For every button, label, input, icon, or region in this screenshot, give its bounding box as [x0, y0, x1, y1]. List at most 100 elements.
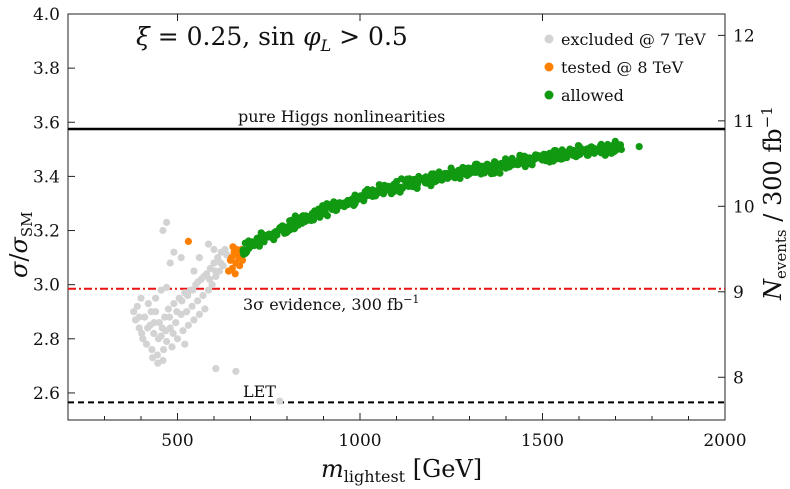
- point-allowed: [597, 140, 605, 148]
- point-excluded: [195, 254, 203, 262]
- y-tick-label: 3.8: [33, 59, 60, 79]
- point-allowed: [384, 186, 392, 194]
- y2-tick-label: 12: [733, 26, 755, 46]
- point-allowed: [317, 207, 325, 215]
- point-excluded: [210, 245, 218, 254]
- ref-label-let: LET: [243, 382, 276, 401]
- point-allowed: [635, 143, 643, 151]
- point-allowed: [487, 170, 495, 178]
- point-excluded: [173, 335, 182, 343]
- point-excluded: [168, 343, 176, 351]
- legend-marker-allowed: [544, 90, 554, 100]
- y-tick-label: 2.6: [33, 384, 60, 404]
- point-allowed: [546, 158, 554, 166]
- point-allowed: [586, 147, 594, 155]
- point-excluded: [130, 308, 138, 316]
- point-excluded: [194, 297, 202, 305]
- point-allowed: [247, 240, 255, 248]
- point-excluded: [172, 319, 180, 327]
- point-allowed: [302, 212, 310, 220]
- point-allowed: [483, 160, 491, 168]
- point-excluded: [163, 218, 171, 226]
- point-allowed: [450, 171, 458, 179]
- point-tested: [236, 262, 244, 270]
- y-tick-label: 4.0: [33, 5, 60, 25]
- point-allowed: [353, 194, 361, 202]
- point-excluded: [184, 321, 192, 329]
- y-tick-label: 2.8: [33, 330, 60, 350]
- point-excluded: [221, 245, 229, 254]
- point-excluded: [200, 272, 208, 281]
- point-allowed: [257, 229, 265, 237]
- point-excluded: [184, 291, 192, 300]
- point-allowed: [538, 156, 546, 164]
- ref-label-3sigma: 3σ evidence, 300 fb−1: [243, 293, 419, 314]
- point-excluded: [133, 302, 141, 310]
- point-excluded: [232, 367, 240, 375]
- point-tested: [184, 237, 192, 245]
- point-excluded: [188, 302, 196, 310]
- y2-tick-label: 8: [733, 368, 744, 388]
- axis-ticks: 500 1000 1500 2000 2.6 2.8 3.0 3.2 3.4 3.6 3.8 4.0 8…: [33, 5, 755, 451]
- legend-label-tested: tested @ 8 TeV: [561, 58, 684, 77]
- legend-marker-excluded: [544, 34, 554, 44]
- point-allowed: [430, 170, 438, 178]
- point-excluded: [189, 286, 197, 294]
- point-allowed: [254, 239, 262, 247]
- point-allowed: [363, 187, 371, 195]
- legend-marker-tested: [544, 62, 554, 72]
- point-excluded: [212, 272, 220, 281]
- point-excluded: [162, 327, 170, 335]
- point-allowed: [563, 151, 571, 160]
- point-excluded: [155, 319, 163, 327]
- point-allowed: [603, 141, 612, 149]
- point-excluded: [152, 294, 160, 302]
- point-excluded: [181, 340, 189, 348]
- point-excluded: [135, 313, 143, 321]
- point-allowed: [613, 140, 622, 148]
- point-allowed: [447, 164, 455, 172]
- point-excluded: [159, 226, 167, 235]
- point-excluded: [173, 308, 181, 316]
- point-allowed: [321, 202, 330, 210]
- point-excluded: [199, 291, 207, 300]
- point-allowed: [459, 163, 467, 172]
- x-tick-label: 500: [161, 431, 193, 451]
- point-excluded: [190, 267, 198, 275]
- point-excluded: [217, 259, 225, 267]
- point-excluded: [178, 297, 186, 305]
- point-excluded: [210, 259, 218, 267]
- point-excluded: [179, 327, 187, 335]
- point-allowed: [241, 239, 249, 247]
- x-axis-label: mlightest [GeV]: [321, 455, 482, 486]
- x-tick-label: 1000: [338, 431, 381, 451]
- point-excluded: [276, 397, 284, 405]
- y-axis-label: σ/σSM: [5, 211, 36, 278]
- point-excluded: [154, 359, 162, 367]
- chart-title: ξ = 0.25, sin φL > 0.5: [136, 22, 408, 55]
- point-excluded: [163, 337, 171, 346]
- point-allowed: [441, 169, 449, 178]
- point-excluded: [160, 346, 168, 354]
- point-tested: [238, 256, 247, 264]
- point-excluded: [141, 313, 149, 321]
- point-allowed: [374, 188, 382, 196]
- point-excluded: [194, 278, 202, 286]
- y-tick-label: 3.2: [33, 222, 60, 242]
- point-excluded: [147, 308, 155, 316]
- legend: excluded @ 7 TeV tested @ 8 TeV allowed: [544, 30, 706, 105]
- legend-label-excluded: excluded @ 7 TeV: [561, 30, 706, 49]
- point-excluded: [149, 354, 157, 362]
- point-allowed: [521, 163, 529, 171]
- point-allowed: [534, 152, 542, 160]
- point-excluded: [204, 286, 213, 294]
- point-allowed: [283, 226, 291, 234]
- y-tick-label: 3.0: [33, 276, 60, 296]
- point-excluded: [177, 254, 185, 262]
- data-points: [130, 137, 643, 405]
- point-allowed: [413, 178, 421, 186]
- point-excluded: [165, 313, 174, 321]
- point-allowed: [496, 169, 504, 177]
- point-excluded: [208, 281, 216, 289]
- y2-tick-label: 9: [733, 283, 744, 303]
